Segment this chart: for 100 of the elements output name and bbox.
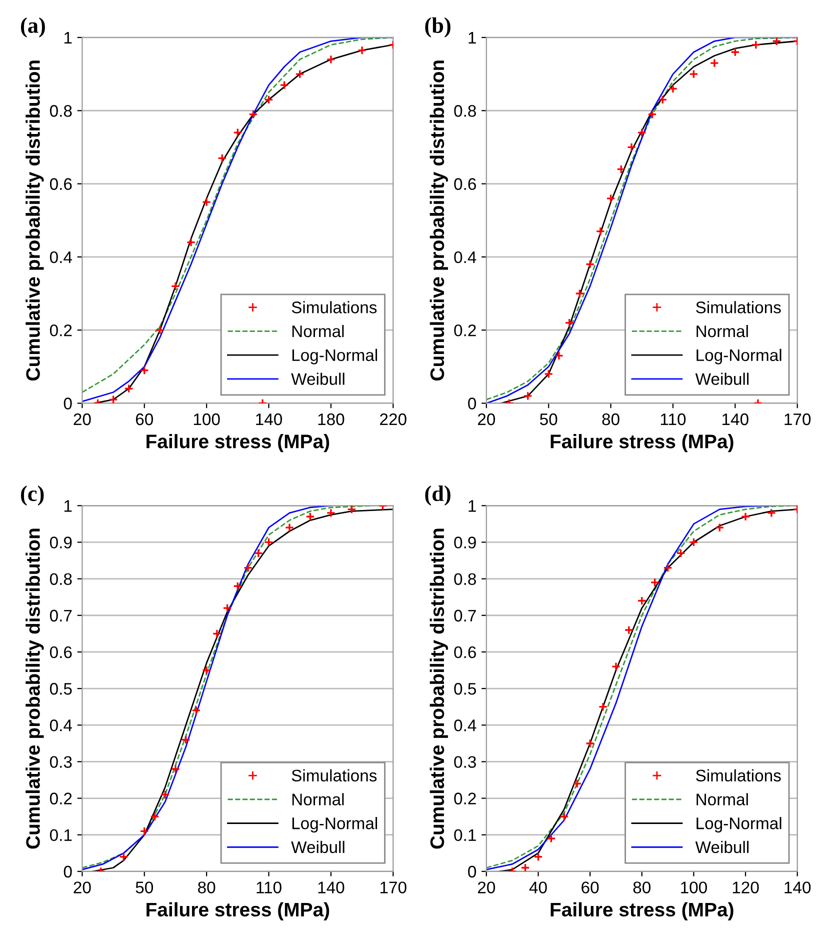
point (554, 351, 564, 360)
point (546, 834, 556, 844)
point (714, 522, 724, 532)
point (140, 826, 150, 836)
y-axis-title: Cumulative probability distribution (430, 60, 448, 381)
x-tick-label: 20 (74, 882, 91, 894)
point (192, 706, 201, 716)
y-tick-label: 0.6 (50, 178, 72, 190)
point (676, 548, 686, 558)
point (280, 80, 289, 90)
y-tick-label: 0.7 (454, 610, 476, 622)
y-axis-title: Cumulative probability distribution (26, 60, 44, 381)
legend-label: Weibull (291, 372, 344, 385)
x-tick-label: 40 (529, 882, 547, 894)
point (534, 852, 543, 862)
y-tick-label: 0.6 (454, 178, 476, 190)
legend-label: Normal (292, 793, 344, 806)
y-tick-label: 0.2 (50, 324, 72, 336)
y-tick-label: 0.9 (454, 536, 476, 548)
legend-label: Log-Normal (696, 348, 782, 364)
legend-label: Log-Normal (292, 348, 378, 364)
y-tick-label: 0.2 (50, 792, 72, 804)
y-tick-label: 0.3 (454, 756, 476, 768)
point (186, 238, 196, 247)
point (624, 625, 634, 635)
y-tick-label: 1 (64, 32, 72, 44)
x-tick-label: 80 (198, 882, 216, 894)
chart-title: (b) (425, 17, 450, 38)
legend-label: Log-Normal (292, 817, 378, 833)
y-axis-title: Cumulative probability distribution (430, 528, 448, 849)
point (181, 735, 190, 744)
point (124, 384, 134, 394)
x-tick-label: 220 (380, 413, 406, 426)
point (648, 110, 657, 119)
x-axis-title: Failure stress (MPa) (146, 434, 330, 452)
x-tick-label: 100 (681, 882, 707, 894)
x-tick-label: 120 (732, 882, 759, 894)
point (564, 318, 574, 328)
legend-label: Weibull (291, 840, 344, 854)
x-tick-label: 80 (602, 413, 620, 426)
x-tick-label: 140 (722, 413, 748, 426)
x-tick-label: 50 (540, 413, 558, 426)
point (248, 110, 258, 119)
point (772, 37, 782, 46)
y-tick-label: 0 (468, 866, 476, 878)
point (357, 46, 367, 55)
legend-label: Normal (696, 324, 748, 338)
point (585, 738, 595, 748)
point (202, 666, 212, 675)
y-tick-label: 0.4 (50, 720, 72, 732)
point (637, 596, 647, 606)
legend-label: Weibull (695, 840, 749, 854)
x-tick-label: 140 (784, 882, 811, 894)
legend-label: Simulations (292, 301, 377, 314)
point (217, 154, 227, 163)
y-tick-label: 0 (64, 866, 72, 878)
point (326, 508, 336, 518)
point (598, 702, 608, 712)
x-tick-label: 60 (136, 413, 154, 426)
x-tick-label: 170 (784, 413, 811, 426)
point (520, 863, 530, 872)
point (254, 548, 264, 558)
point (264, 538, 274, 547)
point (730, 47, 740, 57)
point (170, 764, 180, 774)
y-tick-label: 0.5 (454, 682, 476, 695)
point (650, 578, 660, 588)
legend-label: Simulations (696, 301, 781, 314)
point (616, 164, 626, 174)
point (347, 506, 356, 514)
y-tick-label: 0 (468, 398, 476, 410)
point (306, 512, 315, 522)
y-tick-label: 0.3 (50, 756, 72, 768)
y-tick-label: 0.7 (50, 610, 72, 622)
x-tick-label: 100 (194, 413, 220, 426)
y-tick-label: 0 (64, 398, 72, 410)
x-tick-label: 20 (74, 413, 91, 426)
point (606, 194, 616, 204)
point (572, 778, 582, 788)
y-tick-label: 1 (468, 32, 476, 44)
y-axis-title: Cumulative probability distribution (26, 528, 44, 849)
point (751, 40, 761, 50)
point (637, 128, 647, 138)
point (544, 369, 554, 379)
x-tick-label: 20 (478, 413, 496, 426)
y-tick-label: 0.4 (50, 251, 72, 264)
chart-title: (a) (20, 17, 45, 38)
x-tick-label: 140 (318, 882, 344, 894)
y-tick-label: 0.8 (50, 573, 72, 586)
legend-label: Log-Normal (696, 817, 782, 833)
x-tick-label: 20 (478, 882, 496, 894)
legend-label: Simulations (292, 769, 377, 782)
point (766, 508, 776, 518)
point (222, 603, 232, 613)
y-tick-label: 0.4 (454, 251, 476, 264)
point (626, 142, 636, 152)
x-axis-title: Failure stress (MPa) (550, 902, 734, 920)
x-tick-label: 50 (136, 882, 154, 894)
point (596, 226, 606, 236)
y-tick-label: 0.4 (454, 720, 476, 732)
